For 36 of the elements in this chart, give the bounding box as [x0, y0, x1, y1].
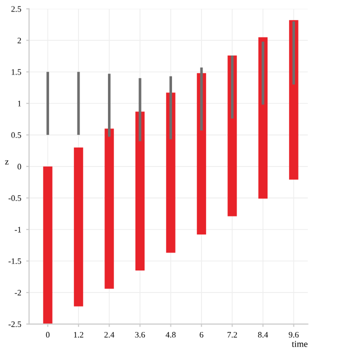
bar [46, 72, 50, 135]
x-tick-label: 1.2 [74, 332, 84, 338]
bar [200, 67, 203, 131]
x-tick-label: 6 [200, 332, 204, 338]
bar [135, 112, 145, 270]
bar [74, 148, 84, 306]
x-tick-label: 3.6 [135, 332, 145, 338]
y-tick-label: 0.5 [11, 132, 22, 138]
y-tick-label: 1.5 [12, 69, 22, 75]
bar [230, 55, 234, 119]
x-tick-label: 9.6 [288, 332, 299, 338]
x-tick-label: 4.8 [166, 332, 176, 338]
bar [292, 21, 295, 84]
bar [77, 72, 80, 135]
y-tick-label: -1 [14, 226, 21, 232]
y-tick-label: 2 [18, 38, 21, 44]
bar [104, 128, 114, 289]
y-tick-label: -0.5 [8, 195, 22, 201]
bar [262, 42, 264, 105]
bar [138, 78, 142, 142]
y-tick-label: -1.5 [8, 258, 22, 264]
y-tick-label: -2 [14, 290, 21, 296]
y-tick-label: 0 [18, 164, 22, 170]
y-tick-label: 1 [18, 100, 21, 106]
bar [166, 92, 176, 253]
x-tick-label: 0 [46, 332, 50, 338]
y-tick-label: -2.5 [8, 321, 22, 328]
bar [43, 166, 52, 324]
x-tick-label: 2.4 [104, 332, 114, 338]
bar [108, 74, 111, 137]
y-tick-label: 2.5 [11, 6, 22, 12]
x-axis-title: time [292, 340, 308, 347]
y-axis-title: z [5, 160, 9, 165]
x-tick-label: 7.2 [228, 332, 237, 338]
x-tick-label: 8.4 [258, 332, 268, 338]
bar [169, 76, 172, 140]
